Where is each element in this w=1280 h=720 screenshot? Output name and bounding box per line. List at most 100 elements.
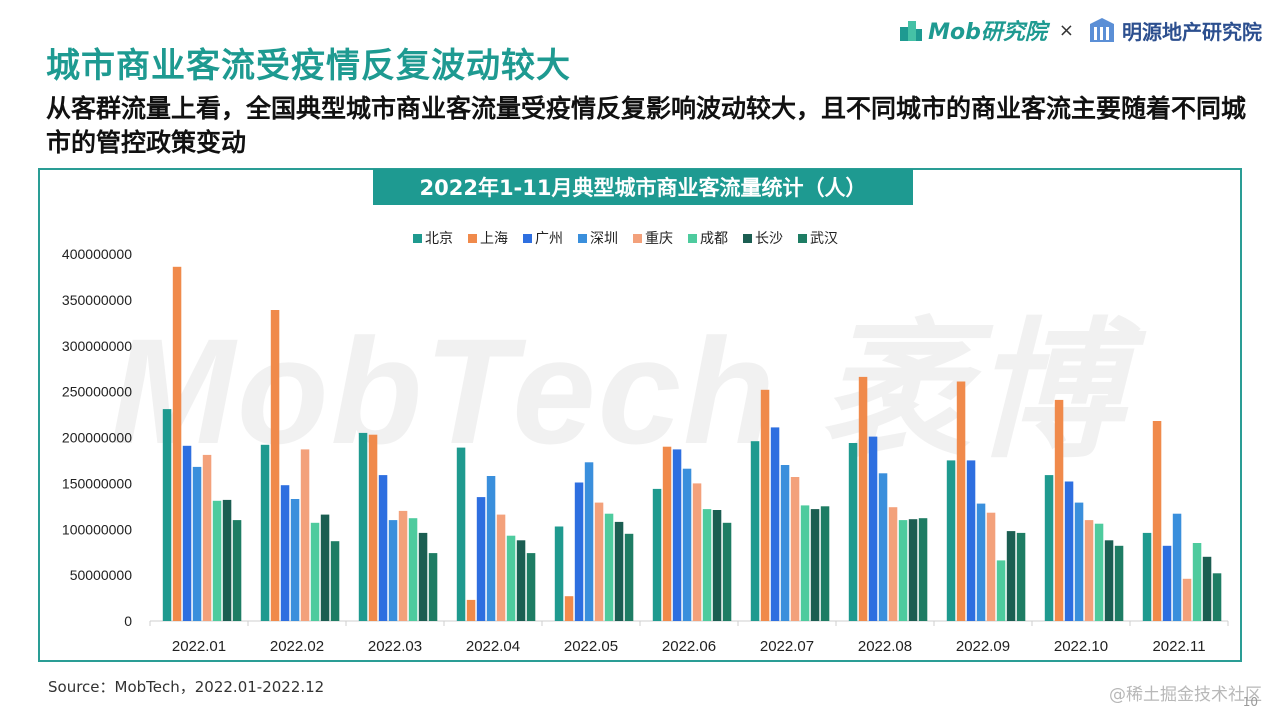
bar-重庆-2022.11 bbox=[1182, 578, 1192, 621]
legend-label-成都: 成都 bbox=[700, 231, 728, 247]
bar-长沙-2022.11 bbox=[1202, 556, 1212, 621]
bar-北京-2022.11 bbox=[1142, 532, 1152, 621]
x-tick-label: 2022.04 bbox=[466, 638, 520, 655]
bar-上海-2022.09 bbox=[956, 381, 966, 621]
bar-重庆-2022.05 bbox=[594, 502, 604, 621]
bar-成都-2022.07 bbox=[800, 505, 810, 621]
bar-成都-2022.01 bbox=[212, 500, 222, 621]
x-tick-label: 2022.06 bbox=[662, 638, 716, 655]
bar-上海-2022.04 bbox=[466, 599, 476, 621]
bar-重庆-2022.10 bbox=[1084, 520, 1094, 621]
bar-广州-2022.04 bbox=[476, 497, 486, 621]
bar-长沙-2022.09 bbox=[1006, 531, 1016, 621]
mingyuan-logo-text: 明源地产研究院 bbox=[1122, 19, 1262, 44]
y-tick-label: 0 bbox=[124, 613, 132, 629]
bar-武汉-2022.08 bbox=[918, 518, 928, 621]
bar-上海-2022.08 bbox=[858, 376, 868, 621]
bar-重庆-2022.09 bbox=[986, 512, 996, 621]
bar-武汉-2022.07 bbox=[820, 506, 830, 621]
legend-label-长沙: 长沙 bbox=[755, 231, 783, 247]
mob-logo: Mob研究院 bbox=[898, 14, 1047, 46]
logo-separator: × bbox=[1058, 19, 1074, 41]
bar-武汉-2022.06 bbox=[722, 522, 732, 621]
bar-深圳-2022.06 bbox=[682, 468, 692, 621]
y-tick-label: 250000000 bbox=[62, 384, 132, 400]
page-title: 城市商业客流受疫情反复波动较大 bbox=[46, 46, 571, 86]
bar-武汉-2022.10 bbox=[1114, 545, 1124, 621]
x-tick-label: 2022.03 bbox=[368, 638, 422, 655]
bar-成都-2022.03 bbox=[408, 518, 418, 621]
bar-成都-2022.09 bbox=[996, 560, 1006, 621]
page-number: 10 bbox=[1242, 695, 1258, 709]
bar-北京-2022.01 bbox=[162, 409, 172, 621]
bar-武汉-2022.05 bbox=[624, 533, 634, 621]
legend-swatch-武汉 bbox=[798, 234, 807, 243]
bar-长沙-2022.07 bbox=[810, 509, 820, 621]
legend-swatch-北京 bbox=[413, 234, 422, 243]
bar-重庆-2022.02 bbox=[300, 449, 310, 621]
bar-武汉-2022.04 bbox=[526, 553, 536, 621]
x-tick-label: 2022.07 bbox=[760, 638, 814, 655]
bar-深圳-2022.07 bbox=[780, 465, 790, 621]
bar-武汉-2022.03 bbox=[428, 553, 438, 621]
bar-深圳-2022.11 bbox=[1172, 513, 1182, 621]
x-tick-label: 2022.08 bbox=[858, 638, 912, 655]
bar-重庆-2022.06 bbox=[692, 483, 702, 621]
bar-武汉-2022.09 bbox=[1016, 532, 1026, 621]
bar-成都-2022.04 bbox=[506, 535, 516, 621]
bar-深圳-2022.08 bbox=[878, 473, 888, 621]
legend-label-深圳: 深圳 bbox=[590, 231, 618, 247]
bar-成都-2022.10 bbox=[1094, 523, 1104, 621]
bar-深圳-2022.10 bbox=[1074, 502, 1084, 621]
legend-swatch-广州 bbox=[523, 234, 532, 243]
header-logos: Mob研究院 × 明源地产研究院 bbox=[898, 10, 1262, 50]
bar-长沙-2022.04 bbox=[516, 540, 526, 621]
bar-北京-2022.05 bbox=[554, 526, 564, 621]
bar-上海-2022.11 bbox=[1152, 421, 1162, 621]
bar-长沙-2022.02 bbox=[320, 514, 330, 621]
x-tick-label: 2022.10 bbox=[1054, 638, 1108, 655]
x-tick-label: 2022.11 bbox=[1152, 638, 1205, 655]
bar-成都-2022.08 bbox=[898, 520, 908, 621]
bar-长沙-2022.03 bbox=[418, 532, 428, 621]
mob-logo-text: Mob研究院 bbox=[928, 20, 1047, 45]
mingyuan-logo: 明源地产研究院 bbox=[1086, 14, 1262, 46]
legend-swatch-长沙 bbox=[743, 234, 752, 243]
bar-重庆-2022.08 bbox=[888, 507, 898, 621]
bar-广州-2022.08 bbox=[868, 436, 878, 621]
y-tick-label: 200000000 bbox=[62, 430, 132, 446]
mob-logo-icon bbox=[900, 21, 923, 41]
bar-北京-2022.06 bbox=[652, 488, 662, 621]
bar-成都-2022.06 bbox=[702, 509, 712, 621]
bar-深圳-2022.02 bbox=[290, 499, 300, 621]
chart-title: 2022年1-11月典型城市商业客流量统计（人） bbox=[373, 169, 913, 205]
bar-上海-2022.06 bbox=[662, 446, 672, 621]
bar-上海-2022.02 bbox=[270, 310, 280, 621]
bar-广州-2022.01 bbox=[182, 445, 192, 621]
bar-成都-2022.05 bbox=[604, 513, 614, 621]
bar-北京-2022.07 bbox=[750, 441, 760, 621]
bar-成都-2022.11 bbox=[1192, 543, 1202, 621]
bar-上海-2022.05 bbox=[564, 596, 574, 621]
bar-武汉-2022.02 bbox=[330, 541, 340, 621]
bar-深圳-2022.04 bbox=[486, 476, 496, 621]
juejin-watermark: @稀土掘金技术社区 bbox=[1109, 685, 1262, 705]
bar-北京-2022.03 bbox=[358, 432, 368, 621]
bar-北京-2022.08 bbox=[848, 443, 858, 621]
bar-长沙-2022.01 bbox=[222, 499, 232, 621]
bar-深圳-2022.01 bbox=[192, 466, 202, 621]
bar-深圳-2022.09 bbox=[976, 503, 986, 621]
legend-label-重庆: 重庆 bbox=[645, 231, 673, 247]
bar-重庆-2022.01 bbox=[202, 454, 212, 621]
bar-广州-2022.07 bbox=[770, 427, 780, 621]
bar-长沙-2022.10 bbox=[1104, 540, 1114, 621]
legend-swatch-重庆 bbox=[633, 234, 642, 243]
legend-swatch-深圳 bbox=[578, 234, 587, 243]
page-subtitle: 从客群流量上看，全国典型城市商业客流量受疫情反复影响波动较大，且不同城市的商业客… bbox=[46, 94, 1247, 157]
bar-深圳-2022.05 bbox=[584, 462, 594, 621]
y-tick-label: 350000000 bbox=[62, 292, 132, 308]
x-tick-label: 2022.05 bbox=[564, 638, 618, 655]
bar-上海-2022.01 bbox=[172, 266, 182, 621]
bar-重庆-2022.04 bbox=[496, 514, 506, 621]
